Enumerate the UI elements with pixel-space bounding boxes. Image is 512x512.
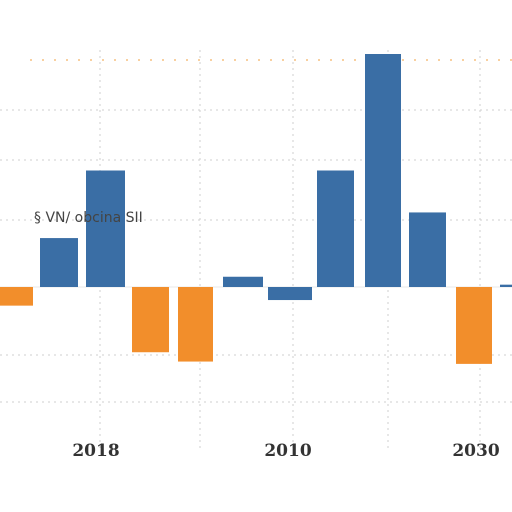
bar-series2-1 [40, 238, 78, 287]
x-axis-ticks: 2018 2010 2030 [72, 441, 499, 461]
x-tick-label: 2010 [264, 441, 311, 461]
bar-series1-2 [132, 287, 169, 353]
chart-annotation: § VN/ obcina SII [34, 210, 143, 226]
bar-series1-4 [456, 287, 492, 364]
bar-series2-2 [86, 170, 125, 287]
bar-series1-1 [0, 287, 33, 306]
bar-series2-4 [268, 287, 312, 301]
bars [0, 54, 512, 364]
bar-series2-3 [223, 276, 263, 287]
bar-series2-6 [365, 54, 401, 287]
bar-series2-7 [409, 212, 446, 287]
bar-series2-5 [317, 170, 354, 287]
bar-series1-3 [178, 287, 213, 362]
x-tick-label: 2018 [72, 441, 119, 461]
x-tick-label: 2030 [452, 441, 499, 461]
gridlines [0, 50, 512, 448]
bar-series2-8 [500, 284, 512, 287]
